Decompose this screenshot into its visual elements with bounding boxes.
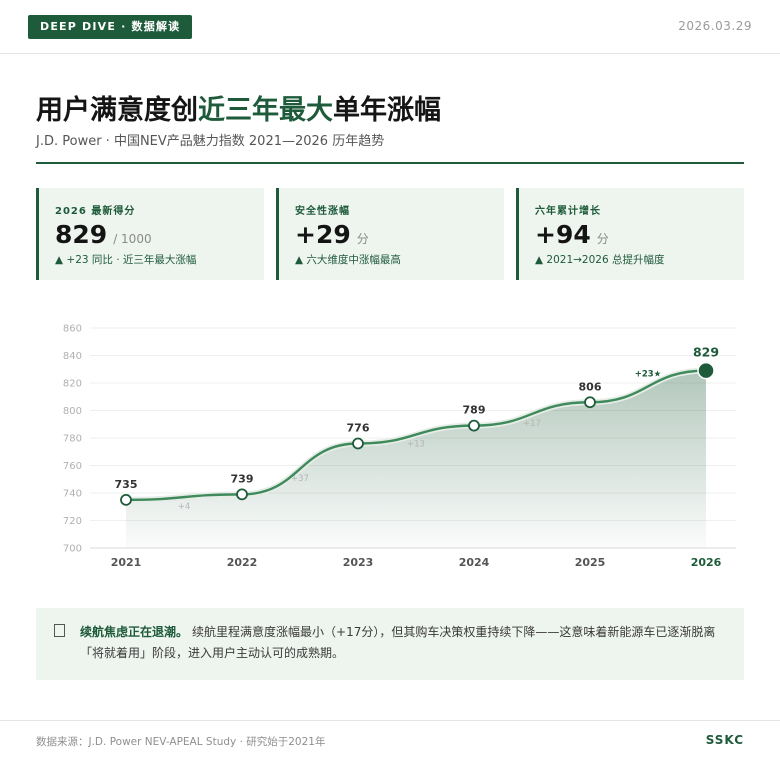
data-point [468,419,480,432]
x-tick-label: 2024 [459,556,490,569]
kpi-label: 2026 最新得分 [55,206,136,217]
kpi-card-latest-score: 2026 最新得分 829 / 1000 ▲ +23 同比 · 近三年最大涨幅 [36,188,264,280]
section-badge: DEEP DIVE · 数据解读 [28,15,193,39]
data-source: 数据来源：J.D. Power NEV-APEAL Study · 研究始于20… [36,736,326,748]
x-tick-label: 2026 [691,556,722,569]
x-tick-label: 2022 [227,556,258,569]
kpi-label: 安全性涨幅 [295,206,350,217]
callout-lead: 续航焦虑正在退潮。 [80,625,189,639]
satisfaction-trend-chart: 700 720 740 760 780 800 820 840 860 735 2021 739 20… [63,324,736,569]
title-divider [36,162,744,164]
data-point [352,437,364,450]
kpi-card-six-year-growth: 六年累计增长 +94 分 ▲ 2021→2026 总提升幅度 [516,188,744,280]
kpi-unit: 分 [356,232,369,246]
callout-text: 续航焦虑正在退潮。 续航里程满意度涨幅最小（+17分），但其购车决策权重持续下降—… [80,622,726,664]
data-label: 739 [231,472,254,485]
kpi-unit: 分 [596,232,609,246]
kpi-value: 829 [55,220,108,249]
title-part-1: 用户满意度创 [36,95,198,126]
title-highlight: 近三年最大 [198,95,333,126]
kpi-note: ▲ 2021→2026 总提升幅度 [535,254,665,266]
kpi-note: ▲ 六大维度中涨幅最高 [295,254,401,266]
series-line [124,369,708,502]
y-tick-label: 780 [63,434,82,445]
kpi-note: ▲ +23 同比 · 近三年最大涨幅 [55,254,197,266]
publish-date: 2026.03.29 [678,19,752,33]
delta-label: +4 [178,502,191,512]
data-point-highlight [697,361,715,380]
x-tick-label: 2021 [111,556,142,569]
page-subtitle: J.D. Power · 中国NEV产品魅力指数 2021—2026 历年趋势 [36,134,385,149]
title-part-2: 单年涨幅 [333,95,441,126]
insight-callout: 续航焦虑正在退潮。 续航里程满意度涨幅最小（+17分），但其购车决策权重持续下降—… [36,608,744,680]
x-tick-label: 2025 [575,556,606,569]
y-tick-label: 760 [63,461,82,472]
kpi-label: 六年累计增长 [535,206,601,217]
delta-label: +13 [407,440,425,450]
y-tick-label: 820 [63,379,82,390]
data-point [584,396,596,409]
data-label: 776 [347,422,370,435]
brand-mark: SSKC [705,733,744,747]
document-icon [54,624,65,637]
delta-label: +23★ [635,369,662,379]
y-tick-label: 740 [63,489,82,500]
kpi-value: +29 [295,220,351,249]
data-label: 789 [463,404,486,417]
footer: 数据来源：J.D. Power NEV-APEAL Study · 研究始于20… [0,720,780,760]
y-tick-label: 800 [63,406,82,417]
delta-label: +17 [523,419,541,429]
delta-label: +37 [291,474,309,484]
kpi-card-safety-gain: 安全性涨幅 +29 分 ▲ 六大维度中涨幅最高 [276,188,504,280]
page-title: 用户满意度创近三年最大单年涨幅 [36,88,441,127]
y-tick-label: 720 [63,516,82,527]
data-label: 829 [693,345,719,360]
x-tick-label: 2023 [343,556,374,569]
callout-body: 续航里程满意度涨幅最小（+17分），但其购车决策权重持续下降——这意味着新能源车… [80,625,716,660]
data-label: 735 [115,478,138,491]
y-tick-label: 700 [63,544,82,555]
area-fill [126,370,706,548]
y-tick-label: 860 [63,324,82,335]
data-label: 806 [579,380,602,393]
kpi-unit: / 1000 [113,232,152,246]
y-tick-label: 840 [63,351,82,362]
kpi-value: +94 [535,220,591,249]
data-point [120,493,132,506]
data-point [236,488,248,501]
top-bar: DEEP DIVE · 数据解读 2026.03.29 [0,0,780,54]
